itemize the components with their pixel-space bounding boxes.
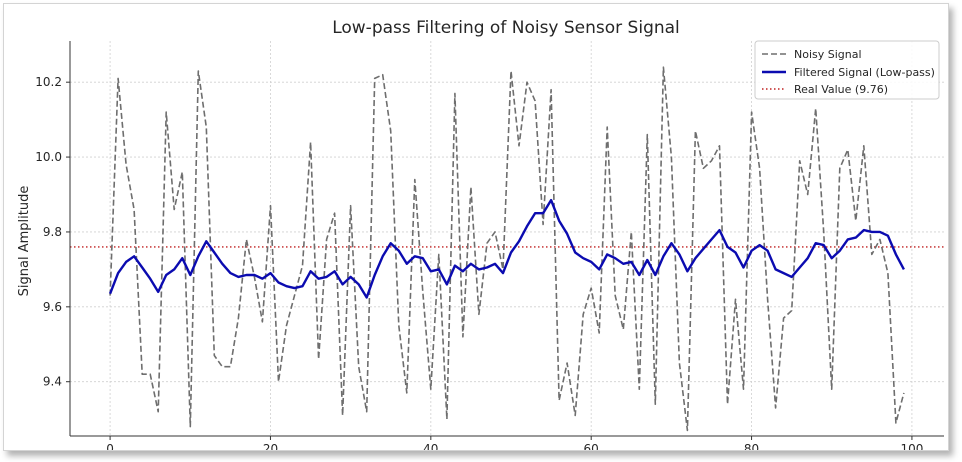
axes: [66, 41, 944, 440]
x-tick-label: 60: [584, 442, 599, 450]
y-tick-label: 9.4: [43, 375, 62, 389]
x-tick-label: 0: [106, 442, 114, 450]
legend-label-real: Real Value (9.76): [794, 83, 888, 96]
y-axis-label: Signal Amplitude: [17, 186, 32, 297]
x-tick-label: 20: [263, 442, 278, 450]
noisy-signal-line: [109, 66, 905, 432]
legend-box: [754, 40, 940, 100]
gridlines: [70, 41, 944, 436]
filtered-signal-line: [108, 198, 905, 299]
chart: Low-pass Filtering of Noisy Sensor Signa…: [17, 18, 944, 450]
y-tick-label: 9.6: [43, 300, 62, 314]
series-layer: [108, 66, 905, 432]
chart-frame: Low-pass Filtering of Noisy Sensor Signa…: [3, 3, 949, 451]
y-tick-label: 10.2: [35, 75, 62, 89]
x-tick-label: 100: [900, 442, 923, 450]
legend-label-filtered: Filtered Signal (Low-pass): [794, 66, 935, 79]
y-tick-label: 10.0: [35, 150, 62, 164]
legend-label-noisy: Noisy Signal: [794, 48, 862, 61]
tick-labels: 0 20 40 60 80 100 9.4 9.6 9.8 10.0 10.2: [35, 75, 923, 450]
legend: Noisy Signal Filtered Signal (Low-pass) …: [754, 40, 940, 100]
x-tick-label: 40: [423, 442, 438, 450]
chart-title: Low-pass Filtering of Noisy Sensor Signa…: [332, 18, 680, 38]
y-tick-label: 9.8: [43, 225, 62, 239]
x-tick-label: 80: [744, 442, 759, 450]
